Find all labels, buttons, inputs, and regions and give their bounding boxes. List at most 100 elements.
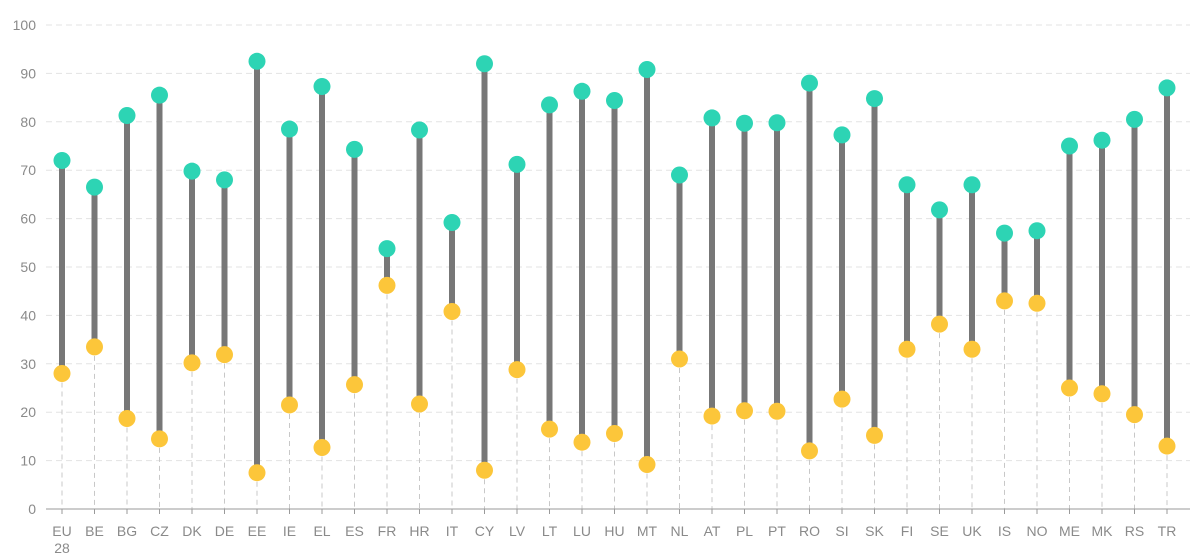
high-value-point	[476, 55, 493, 73]
x-tick-label: DK	[182, 523, 202, 539]
y-tick-label: 10	[20, 453, 36, 469]
high-value-point	[1126, 110, 1143, 128]
x-tick-label-line: SE	[930, 523, 949, 539]
low-value-point	[313, 439, 331, 457]
low-value-point	[963, 340, 981, 358]
high-value-point	[443, 213, 461, 231]
x-tick-label-line: NL	[671, 523, 689, 539]
x-tick-label: HU	[604, 523, 624, 539]
y-tick-label: 30	[20, 356, 36, 372]
x-tick-label-line: NO	[1027, 523, 1048, 539]
y-tick-label: 80	[20, 114, 36, 130]
x-tick-label: RS	[1125, 523, 1144, 539]
low-value-point	[768, 402, 786, 420]
low-value-point	[1126, 406, 1143, 424]
x-tick-label-line: FR	[378, 523, 397, 539]
low-value-point	[931, 315, 948, 333]
high-value-point	[768, 114, 786, 132]
x-tick-label-line: LT	[542, 523, 558, 539]
low-value-point	[476, 461, 493, 479]
y-tick-label: 50	[20, 259, 36, 275]
high-value-point	[281, 120, 298, 138]
x-tick-label: NO	[1027, 523, 1048, 539]
x-tick-label-line: MK	[1092, 523, 1114, 539]
low-value-point	[183, 354, 201, 372]
high-value-point	[541, 96, 558, 114]
x-tick-label: IT	[446, 523, 459, 539]
low-value-point	[671, 350, 688, 368]
low-value-point	[898, 340, 916, 358]
y-tick-label: 40	[20, 307, 36, 323]
low-value-point	[541, 420, 558, 438]
low-value-point	[703, 407, 721, 425]
high-value-point	[151, 86, 168, 104]
low-value-point	[86, 338, 103, 356]
high-value-point	[216, 171, 233, 189]
high-value-point	[378, 240, 396, 258]
low-value-point	[248, 464, 266, 482]
x-tick-label-line: CY	[475, 523, 495, 539]
x-tick-label-line: AT	[704, 523, 721, 539]
x-tick-label: BE	[85, 523, 104, 539]
x-tick-label: MK	[1092, 523, 1114, 539]
high-value-point	[606, 92, 623, 110]
low-value-point	[216, 346, 233, 364]
x-tick-label-line: LV	[509, 523, 526, 539]
grid-lines	[46, 24, 1190, 462]
x-tick-label: BG	[117, 523, 137, 539]
high-value-point	[833, 126, 851, 144]
high-value-point	[996, 224, 1013, 242]
x-tick-label: EE	[248, 523, 267, 539]
x-tick-label: EL	[313, 523, 330, 539]
low-value-point	[1158, 437, 1176, 455]
high-value-point	[736, 114, 753, 132]
x-tick-label-line: SK	[865, 523, 884, 539]
low-value-point	[996, 292, 1013, 310]
y-tick-label: 90	[20, 65, 36, 81]
x-tick-label: AT	[704, 523, 721, 539]
x-tick-label-line: BG	[117, 523, 137, 539]
low-value-point	[151, 430, 168, 448]
x-tick-label-line: UK	[962, 523, 982, 539]
x-tick-label: LU	[573, 523, 591, 539]
high-value-point	[508, 155, 526, 173]
x-tick-label: LV	[509, 523, 526, 539]
y-tick-label: 60	[20, 211, 36, 227]
x-tick-label: PL	[736, 523, 753, 539]
low-value-point	[378, 276, 396, 294]
y-tick-label: 70	[20, 162, 36, 178]
x-tick-label: UK	[962, 523, 982, 539]
y-tick-label: 20	[20, 404, 36, 420]
x-tick-label: RO	[799, 523, 820, 539]
low-value-point	[1093, 385, 1111, 403]
high-value-point	[118, 107, 136, 125]
x-tick-label-line: EE	[248, 523, 267, 539]
x-tick-label-line: MT	[637, 523, 658, 539]
high-value-point	[963, 176, 981, 194]
high-value-point	[1093, 131, 1111, 149]
x-tick-label: MT	[637, 523, 658, 539]
x-tick-label: DE	[215, 523, 234, 539]
low-value-point	[573, 433, 591, 451]
x-tick-label-line: RO	[799, 523, 820, 539]
high-value-point	[183, 162, 201, 180]
x-tick-label: IE	[283, 523, 296, 539]
x-tick-label: CY	[475, 523, 495, 539]
x-tick-label-line: DK	[182, 523, 202, 539]
x-tick-label: NL	[671, 523, 689, 539]
x-tick-label-line: 28	[54, 540, 70, 555]
x-tick-label-line: DE	[215, 523, 234, 539]
x-tick-label: ES	[345, 523, 364, 539]
data-points	[53, 52, 1176, 482]
low-value-point	[833, 390, 851, 408]
low-value-point	[1028, 294, 1046, 312]
high-value-point	[248, 52, 266, 70]
x-tick-label: FR	[378, 523, 397, 539]
high-value-point	[1158, 79, 1176, 97]
x-axis-ticks: EU 28 BE BG CZ DK DE EE IE EL ES FR HR IT CY LV LT LU HU MT…	[52, 509, 1176, 555]
x-tick-label-line: IS	[998, 523, 1011, 539]
low-value-point	[638, 455, 656, 473]
y-tick-label: 100	[13, 17, 37, 33]
x-tick-label: IS	[998, 523, 1011, 539]
